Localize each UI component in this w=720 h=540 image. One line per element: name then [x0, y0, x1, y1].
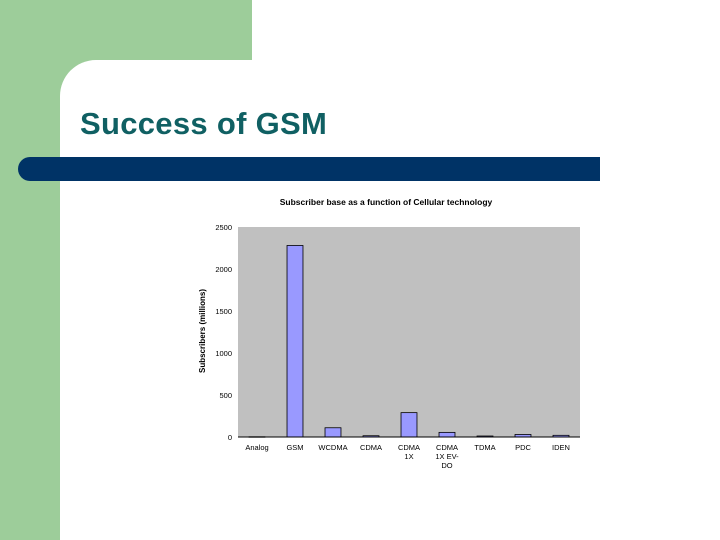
slide-title: Success of GSM	[80, 106, 328, 141]
bar	[324, 427, 342, 438]
y-tick-label: 2500	[215, 223, 232, 232]
y-tick-label: 2000	[215, 265, 232, 274]
subscriber-bar-chart: Subscriber base as a function of Cellula…	[198, 197, 580, 470]
x-tick-label: IDEN	[552, 443, 570, 452]
x-tick-label: Analog	[245, 443, 268, 452]
y-axis-label: Subscribers (millions)	[198, 289, 207, 373]
y-tick-label: 0	[228, 433, 232, 442]
y-tick-label: 1000	[215, 349, 232, 358]
chart-title: Subscriber base as a function of Cellula…	[280, 197, 493, 207]
x-tick-label: TDMA	[474, 443, 495, 452]
x-tick-label: GSM	[286, 443, 303, 452]
y-tick-label: 1500	[215, 307, 232, 316]
x-tick-label: CDMA 1X	[398, 443, 420, 461]
x-tick-label: CDMA	[360, 443, 382, 452]
x-tick-label: WCDMA	[318, 443, 347, 452]
title-underline-bar	[18, 157, 600, 181]
y-tick-label: 500	[219, 391, 232, 400]
bar	[400, 412, 418, 438]
x-tick-label: PDC	[515, 443, 531, 452]
bar	[286, 245, 304, 438]
x-tick-label: CDMA 1X EV-DO	[435, 443, 459, 470]
bar	[438, 431, 456, 438]
